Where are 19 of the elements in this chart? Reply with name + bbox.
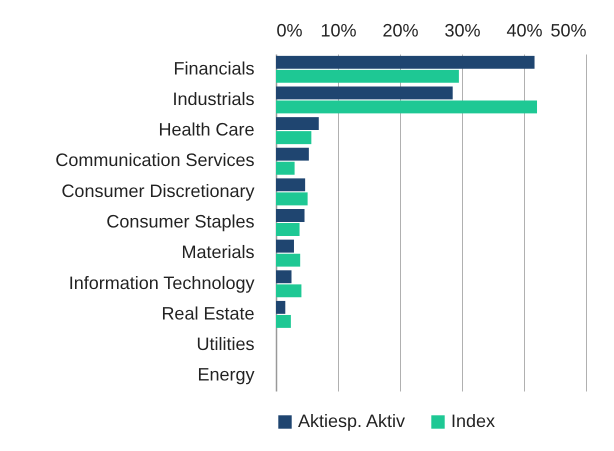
x-tick-label: 10% [320, 20, 357, 40]
x-tick-label: 0% [276, 20, 303, 40]
y-tick-label: Information Technology [68, 272, 254, 293]
y-tick-label: Health Care [158, 120, 254, 140]
y-tick-label: Industrials [172, 88, 254, 109]
y-tick-label: Real Estate [161, 303, 254, 324]
y-tick-label: Consumer Discretionary [61, 180, 254, 201]
y-tick-label: Utilities [196, 334, 254, 354]
x-tick-label: 30% [444, 20, 481, 40]
y-tick-label: Energy [197, 364, 254, 385]
y-tick-label: Materials [181, 242, 254, 262]
legend-label: Aktiesp. Aktiv [298, 411, 406, 431]
y-tick-label: Communication Services [55, 150, 254, 170]
x-tick-label: 50% [550, 20, 586, 40]
legend-label: Index [451, 411, 496, 431]
y-tick-label: Financials [173, 58, 254, 78]
y-tick-label: Consumer Staples [106, 212, 254, 232]
x-tick-label: 40% [506, 20, 543, 40]
x-tick-label: 20% [382, 20, 419, 40]
